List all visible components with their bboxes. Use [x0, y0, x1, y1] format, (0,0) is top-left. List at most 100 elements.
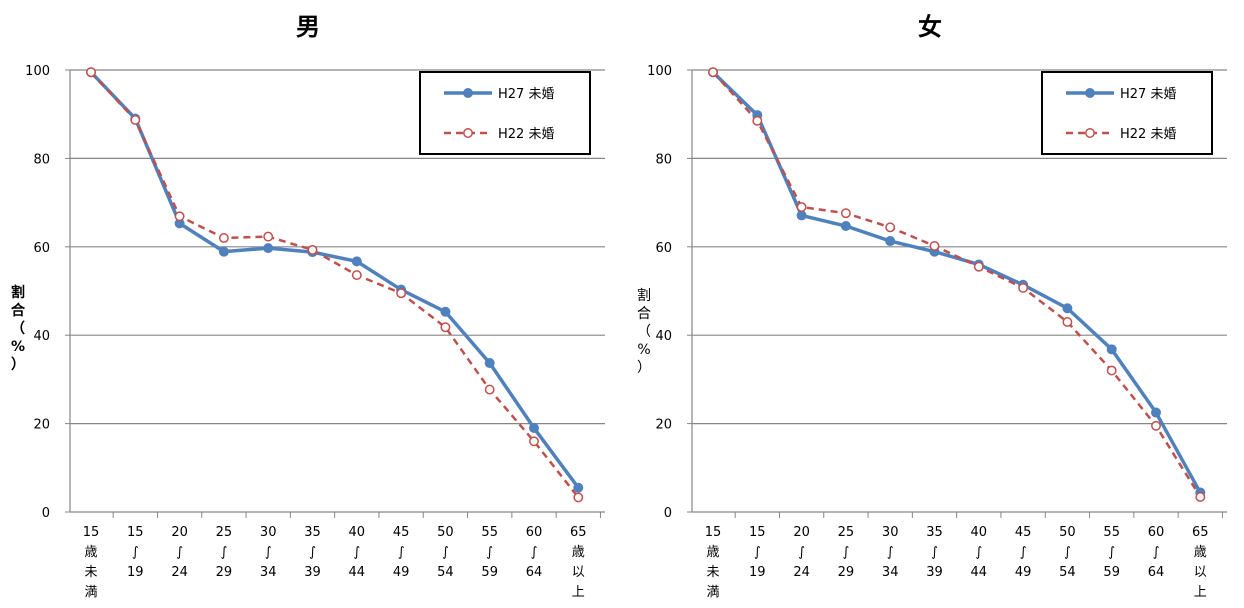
svg-text:65: 65: [570, 525, 587, 540]
data-point: [218, 233, 229, 243]
data-point: [885, 236, 896, 247]
data-point: [929, 240, 940, 251]
svg-text:35: 35: [926, 525, 943, 540]
y-tick-label: 0: [664, 506, 672, 521]
svg-text:合: 合: [11, 302, 26, 319]
x-tick-label: 15 歳未満: [83, 525, 100, 600]
x-tick-label: 60 ∫ 64: [526, 525, 543, 580]
svg-text:20: 20: [171, 525, 188, 540]
svg-text:∫: ∫: [486, 545, 493, 560]
data-point: [1106, 365, 1117, 376]
y-axis-label: 割合 （% ）: [637, 287, 651, 376]
y-tick-label: 80: [33, 152, 50, 167]
legend: H27 未婚 H22 未婚: [419, 71, 591, 155]
data-point: [484, 384, 495, 395]
x-tick-label: 50 ∫ 54: [1059, 525, 1076, 580]
data-point: [351, 256, 362, 267]
legend-marker: [463, 128, 473, 138]
y-tick-label: 40: [655, 329, 672, 344]
svg-text:40: 40: [349, 525, 366, 540]
svg-text:59: 59: [1103, 565, 1120, 580]
data-point: [86, 67, 96, 78]
svg-text:19: 19: [127, 565, 144, 580]
svg-text:34: 34: [882, 565, 899, 580]
data-point: [440, 306, 451, 317]
x-tick-label: 25 ∫ 29: [838, 525, 855, 580]
svg-text:∫: ∫: [221, 545, 228, 560]
y-tick-label: 60: [655, 241, 672, 256]
data-point: [796, 210, 807, 221]
series-line: [712, 71, 1202, 498]
data-point: [1151, 420, 1161, 431]
svg-text:54: 54: [437, 565, 454, 580]
series-line: [90, 71, 580, 499]
svg-text:上: 上: [572, 585, 585, 600]
series-line: [711, 70, 1202, 494]
chart-title: 女: [918, 13, 942, 41]
legend-label: H27 未婚: [1120, 87, 1176, 102]
svg-text:∫: ∫: [176, 545, 183, 560]
svg-text:∫: ∫: [309, 545, 316, 560]
chart-svg: 男 0 20 40 60 80 100 割合 （% ） 15 歳未満 15 ∫ 19 20 ∫ 24 25 ∫ 29 30…: [11, 13, 605, 600]
svg-text:∫: ∫: [754, 545, 761, 560]
chart-female: 女 0 20 40 60 80 100 割合 （% ） 15 歳未満 15 ∫ 19 20 ∫ 24 25 ∫ 29 30…: [622, 0, 1244, 608]
svg-text:（: （: [11, 321, 25, 337]
svg-text:∫: ∫: [1064, 545, 1071, 560]
svg-text:54: 54: [1059, 565, 1076, 580]
data-point: [307, 244, 318, 255]
x-tick-label: 55 ∫ 59: [481, 525, 498, 580]
data-point: [573, 482, 584, 493]
data-point: [573, 492, 584, 503]
y-tick-label: 80: [655, 152, 672, 167]
svg-text:合: 合: [637, 306, 651, 322]
svg-text:歳: 歳: [1194, 545, 1207, 560]
y-tick-label: 100: [25, 64, 50, 79]
x-tick-label: 45 ∫ 49: [393, 525, 410, 580]
svg-text:24: 24: [793, 565, 810, 580]
svg-text:29: 29: [216, 565, 233, 580]
svg-text:∫: ∫: [887, 545, 894, 560]
chart-svg: 女 0 20 40 60 80 100 割合 （% ） 15 歳未満 15 ∫ 19 20 ∫ 24 25 ∫ 29 30…: [637, 13, 1227, 600]
svg-text:50: 50: [437, 525, 454, 540]
data-point: [351, 270, 362, 281]
legend-label: H22 未婚: [498, 127, 554, 142]
svg-text:39: 39: [926, 565, 943, 580]
svg-text:20: 20: [793, 525, 810, 540]
svg-text:未: 未: [706, 565, 719, 580]
x-tick-label: 15 ∫ 19: [749, 525, 766, 580]
data-point: [840, 221, 851, 232]
svg-text:歳: 歳: [706, 545, 719, 560]
y-axis-label: 割合 （% ）: [11, 284, 26, 373]
data-point: [529, 436, 539, 447]
x-tick-label: 50 ∫ 54: [437, 525, 454, 580]
data-point: [840, 208, 851, 219]
svg-text:25: 25: [838, 525, 855, 540]
svg-text:15: 15: [705, 525, 722, 540]
svg-text:）: ）: [637, 360, 651, 376]
svg-text:満: 満: [84, 585, 97, 600]
svg-text:15: 15: [83, 525, 100, 540]
svg-text:割: 割: [637, 287, 651, 304]
svg-text:∫: ∫: [1108, 545, 1115, 560]
data-point: [396, 288, 407, 299]
svg-text:未: 未: [84, 565, 97, 580]
data-point: [1106, 344, 1117, 355]
data-point: [708, 67, 718, 78]
svg-text:64: 64: [1148, 565, 1165, 580]
svg-text:∫: ∫: [132, 545, 139, 560]
svg-text:44: 44: [971, 565, 988, 580]
svg-text:30: 30: [882, 525, 899, 540]
x-tick-label: 15 ∫ 19: [127, 525, 144, 580]
svg-text:∫: ∫: [1153, 545, 1160, 560]
svg-text:35: 35: [304, 525, 321, 540]
svg-text:以: 以: [1194, 565, 1207, 580]
legend-marker: [1085, 88, 1095, 98]
x-tick-label: 25 ∫ 29: [216, 525, 233, 580]
svg-text:60: 60: [1148, 525, 1165, 540]
data-point: [263, 243, 274, 254]
svg-text:∫: ∫: [1020, 545, 1027, 560]
svg-text:45: 45: [393, 525, 410, 540]
x-tick-label: 55 ∫ 59: [1103, 525, 1120, 580]
x-tick-label: 40 ∫ 44: [971, 525, 988, 580]
svg-text:∫: ∫: [798, 545, 805, 560]
